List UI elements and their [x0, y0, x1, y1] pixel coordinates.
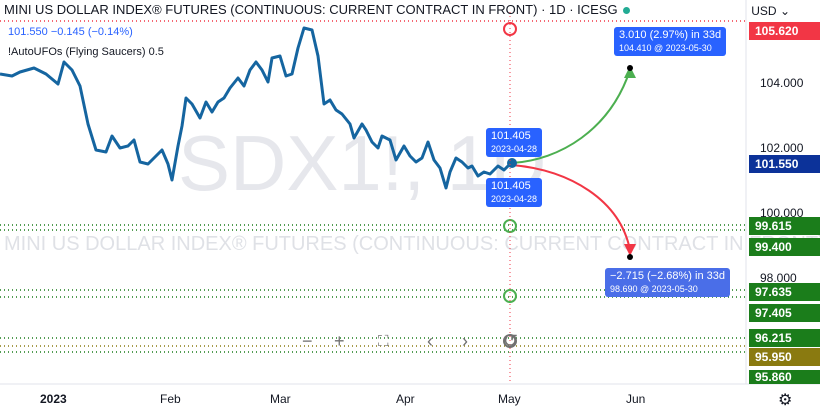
anchor-top-date: 2023-04-28 [491, 143, 538, 154]
indicator-label[interactable]: !AutoUFOs (Flying Saucers) 0.5 [8, 46, 164, 58]
chart-title[interactable]: MINI US DOLLAR INDEX® FUTURES (CONTINUOU… [4, 2, 630, 17]
watermark-description: MINI US DOLLAR INDEX® FUTURES (CONTINUOU… [4, 233, 820, 255]
price-tag-last: 101.550 [749, 155, 820, 173]
ufo-marker-green-icon-2[interactable] [503, 289, 517, 303]
price-label-100000: 100.000 [760, 206, 804, 220]
ufo-marker-grey-icon[interactable] [503, 334, 517, 348]
price-tag-97405: 97.405 [749, 304, 820, 322]
watermark-symbol: SDX1!, 1D [178, 119, 546, 207]
price-tag-99400: 99.400 [749, 238, 820, 256]
anchor-point[interactable] [507, 158, 517, 168]
downside-projection-arrow [511, 164, 631, 251]
time-label-feb: Feb [160, 392, 181, 406]
symbol-title: MINI US DOLLAR INDEX® FUTURES (CONTINUOU… [4, 2, 618, 17]
anchor-top-price: 101.405 [491, 130, 531, 142]
price-tag-105620: 105.620 [749, 22, 820, 40]
currency-selector[interactable]: USD ⌄ [751, 4, 790, 18]
zoom-in-button[interactable]: + [334, 331, 345, 351]
fit-chart-button[interactable]: ⛶ [378, 333, 389, 350]
downside-arrowhead-icon [624, 244, 636, 256]
downside-target-text: 98.690 @ 2023-05-30 [610, 283, 698, 294]
scroll-left-button[interactable]: ‹ [427, 331, 433, 351]
price-tag-96215: 96.215 [749, 329, 820, 347]
price-tag-95860: 95.860 [749, 370, 820, 384]
price-series-line[interactable] [0, 26, 512, 190]
upside-projection-arrow [511, 69, 631, 164]
upside-change-text: 3.010 (2.97%) in 33d [619, 29, 722, 41]
time-label-mar: Mar [270, 392, 291, 406]
upside-target-text: 104.410 @ 2023-05-30 [619, 42, 712, 53]
price-label-98000: 98.000 [760, 271, 797, 285]
downside-projection-label: −2.715 (−2.68%) in 33d 98.690 @ 2023-05-… [605, 268, 730, 297]
downside-target-point [627, 254, 633, 260]
price-tag-99615: 99.615 [749, 217, 820, 235]
scroll-right-button[interactable]: › [462, 331, 468, 351]
reset-chart-button[interactable]: ↺ [503, 331, 519, 351]
chevron-down-icon: ⌄ [779, 4, 790, 18]
settings-gear-icon[interactable]: ⚙ [778, 392, 793, 409]
ufo-marker-green-icon[interactable] [503, 219, 517, 233]
quote-line: 101.550 −0.145 (−0.14%) [8, 26, 133, 38]
time-label-may: May [498, 392, 521, 406]
time-label-jun: Jun [626, 392, 646, 406]
anchor-bottom-price: 101.405 [491, 180, 531, 192]
price-label-104000: 104.000 [760, 76, 804, 90]
market-status-dot [622, 7, 630, 15]
anchor-label-top: 101.405 2023-04-28 [486, 128, 543, 157]
price-tag-97635: 97.635 [749, 283, 820, 301]
ufo-marker-red-icon[interactable] [503, 22, 517, 36]
upside-projection-label: 3.010 (2.97%) in 33d 104.410 @ 2023-05-3… [614, 27, 727, 56]
zoom-out-button[interactable]: − [302, 331, 313, 351]
price-label-102000: 102.000 [760, 141, 804, 155]
currency-label: USD [751, 4, 777, 18]
upside-target-point [627, 65, 633, 71]
upside-arrowhead-icon [624, 66, 636, 78]
price-tag-95950: 95.950 [749, 348, 820, 366]
time-label-2023: 2023 [40, 392, 67, 406]
anchor-label-bottom: 101.405 2023-04-28 [486, 178, 543, 207]
anchor-bottom-date: 2023-04-28 [491, 193, 538, 204]
downside-change-text: −2.715 (−2.68%) in 33d [610, 270, 725, 282]
time-label-apr: Apr [396, 392, 415, 406]
